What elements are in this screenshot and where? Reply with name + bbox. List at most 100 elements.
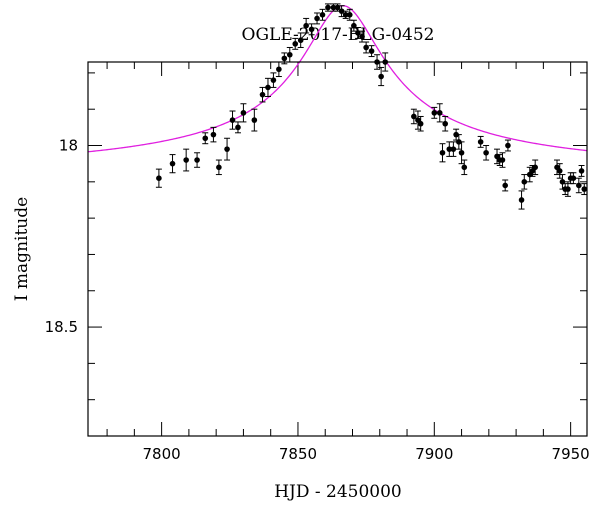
data-point-group bbox=[532, 159, 539, 176]
data-point-group bbox=[570, 172, 577, 185]
y-axis-label: I magnitude bbox=[12, 197, 32, 301]
data-point-group bbox=[264, 77, 271, 97]
data-point bbox=[436, 110, 443, 116]
axis-tick-labels: 780078507900795017.51818.5 bbox=[45, 137, 590, 463]
data-point bbox=[183, 157, 189, 163]
data-point-group bbox=[229, 110, 236, 130]
data-point bbox=[439, 149, 446, 156]
data-point-group bbox=[234, 121, 241, 134]
data-point bbox=[265, 84, 271, 91]
data-point bbox=[576, 182, 582, 189]
data-point-group bbox=[483, 145, 490, 161]
data-point-group bbox=[363, 41, 370, 54]
data-point-group bbox=[354, 27, 361, 39]
data-point bbox=[286, 51, 293, 58]
data-point bbox=[308, 26, 315, 33]
data-point bbox=[505, 142, 511, 149]
data-point-group bbox=[270, 72, 277, 88]
data-point-group bbox=[578, 164, 585, 177]
plot-frame bbox=[87, 61, 588, 437]
data-point bbox=[442, 120, 449, 127]
data-point-group bbox=[575, 177, 582, 194]
data-point bbox=[224, 146, 230, 152]
data-point bbox=[578, 168, 585, 174]
data-point-group bbox=[342, 10, 349, 19]
data-point bbox=[368, 48, 375, 54]
data-point-group bbox=[314, 12, 321, 25]
data-point bbox=[240, 110, 247, 116]
data-point-group bbox=[251, 108, 258, 132]
data-point-group bbox=[417, 115, 424, 132]
data-point-group bbox=[303, 17, 310, 34]
data-point bbox=[502, 182, 508, 189]
data-point bbox=[169, 160, 176, 167]
data-point-group bbox=[410, 108, 417, 125]
data-point bbox=[325, 4, 331, 11]
data-point-group bbox=[556, 163, 563, 179]
data-point-group bbox=[308, 23, 315, 36]
data-point-group bbox=[442, 115, 449, 132]
data-point-group bbox=[431, 106, 438, 119]
data-point bbox=[346, 11, 353, 18]
data-point bbox=[202, 135, 209, 142]
data-point bbox=[359, 33, 365, 40]
data-point bbox=[556, 168, 563, 174]
data-point-group bbox=[224, 137, 231, 161]
data-point-group bbox=[259, 86, 266, 103]
data-point bbox=[194, 157, 200, 163]
data-point bbox=[458, 149, 465, 156]
data-point-group bbox=[275, 61, 282, 78]
data-point-group bbox=[155, 168, 162, 188]
data-point-group bbox=[477, 135, 484, 148]
data-point-group bbox=[450, 141, 457, 157]
data-point-group bbox=[439, 143, 446, 163]
data-point-group bbox=[292, 37, 299, 50]
data-point bbox=[450, 146, 457, 152]
data-point bbox=[363, 44, 369, 51]
data-point bbox=[259, 91, 266, 98]
data-point-group bbox=[297, 32, 304, 48]
data-point bbox=[210, 131, 217, 138]
data-point bbox=[446, 146, 453, 152]
data-point bbox=[570, 175, 577, 181]
data-point-group bbox=[319, 8, 326, 21]
data-point-group bbox=[194, 152, 201, 168]
data-point-group bbox=[446, 141, 453, 157]
data-point-group bbox=[338, 5, 345, 18]
data-point bbox=[417, 120, 424, 127]
data-point bbox=[499, 157, 506, 163]
data-point-group bbox=[374, 54, 381, 70]
data-point bbox=[521, 179, 528, 185]
data-point-group bbox=[286, 46, 293, 63]
data-point bbox=[411, 113, 417, 120]
data-point-group bbox=[378, 66, 385, 87]
data-point-group bbox=[169, 154, 176, 174]
data-point bbox=[216, 164, 222, 171]
data-point-group bbox=[518, 190, 525, 210]
data-point-group bbox=[368, 45, 375, 58]
data-point-group bbox=[202, 132, 209, 145]
data-point-group bbox=[240, 103, 247, 123]
data-point-group bbox=[521, 174, 528, 190]
x-tick-label: 7950 bbox=[552, 445, 590, 463]
data-point bbox=[235, 124, 241, 131]
data-point-group bbox=[436, 103, 443, 123]
data-point bbox=[229, 117, 236, 123]
data-point bbox=[477, 139, 484, 145]
data-point bbox=[156, 175, 162, 181]
x-tick-label: 7900 bbox=[415, 445, 453, 463]
x-tick-label: 7850 bbox=[279, 445, 317, 463]
data-point bbox=[281, 55, 288, 62]
data-point-group bbox=[414, 110, 421, 130]
data-point-group bbox=[461, 159, 468, 176]
data-point-group bbox=[215, 159, 222, 176]
data-point bbox=[292, 41, 299, 47]
y-tick-label: 18.5 bbox=[45, 318, 78, 336]
chart-title: OGLE-2017-BLG-0452 bbox=[242, 25, 435, 45]
data-point-group bbox=[183, 148, 190, 172]
data-point-group bbox=[564, 181, 571, 197]
x-axis-label: HJD - 2450000 bbox=[274, 482, 402, 502]
data-point-group bbox=[210, 126, 217, 143]
data-point bbox=[314, 15, 320, 22]
